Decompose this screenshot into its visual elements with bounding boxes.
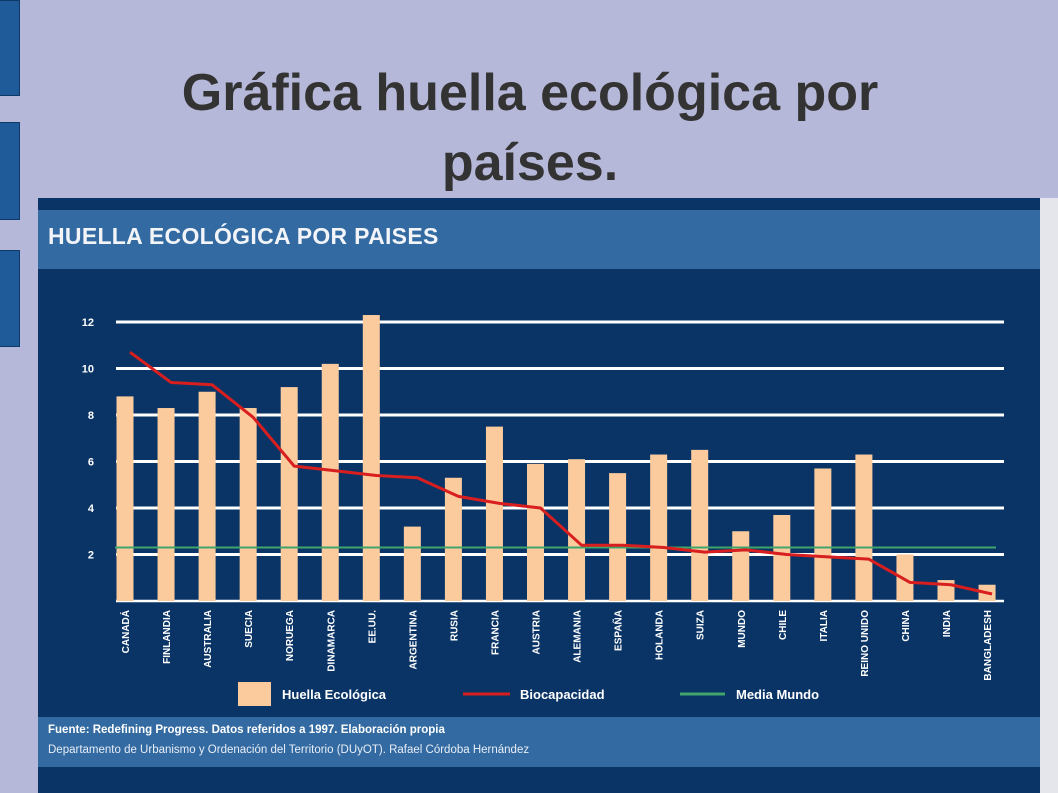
bar-noruega	[280, 387, 298, 601]
y-tick-label-8: 8	[88, 410, 94, 422]
bar-italia	[814, 468, 832, 601]
x-tick-label-17: ITALIA	[819, 610, 830, 641]
chart-plot: 2 4 6 8 10 12 CANADÁ FINLANDIA AUSTRALIA SUECIA NO…	[82, 315, 1004, 706]
bar-alemania	[568, 459, 586, 601]
bar-china	[896, 554, 914, 601]
x-tick-label-16: CHILE	[778, 610, 789, 640]
x-tick-label-4: NORUEGA	[285, 610, 296, 661]
x-tick-label-3: SUECIA	[244, 610, 255, 648]
bar-chile	[773, 514, 791, 601]
legend-label-biocapacidad: Biocapacidad	[520, 687, 605, 702]
bar-francia	[485, 426, 503, 601]
x-tick-label-11: ALEMANIA	[573, 610, 584, 663]
bar-rusia	[444, 477, 462, 601]
x-tick-label-20: INDIA	[942, 610, 953, 637]
chart-title: HUELLA ECOLÓGICA POR PAISES	[48, 223, 439, 249]
x-tick-label-9: FRANCIA	[490, 610, 501, 655]
y-tick-label-12: 12	[82, 317, 94, 329]
x-tick-label-18: REINO UNIDO	[860, 610, 871, 677]
y-tick-label-6: 6	[88, 457, 94, 469]
y-tick-label-2: 2	[88, 550, 94, 562]
bar-dinamarca	[321, 363, 339, 601]
slide-title: Gráfica huella ecológica por países.	[181, 64, 879, 192]
y-tick-label-4: 4	[88, 503, 95, 515]
bar-finlandia	[157, 408, 175, 601]
x-tick-label-13: HOLANDA	[655, 610, 666, 660]
x-tick-label-15: MUNDO	[737, 610, 748, 648]
legend-label-huella: Huella Ecológica	[282, 687, 387, 702]
x-tick-label-12: ESPAÑA	[612, 610, 625, 651]
chart-credit: Departamento de Urbanismo y Ordenación d…	[48, 744, 530, 756]
x-tick-label-14: SUIZA	[696, 610, 707, 640]
side-tab-middle	[0, 122, 20, 220]
x-tick-label-7: ARGENTINA	[408, 610, 419, 669]
bar-reino-unido	[855, 454, 873, 601]
legend-swatch-huella	[238, 682, 271, 706]
bar-suecia	[239, 408, 257, 601]
x-tick-label-10: AUSTRIA	[532, 610, 543, 654]
x-tick-label-21: BANGLADESH	[983, 610, 994, 681]
y-tick-label-10: 10	[82, 364, 94, 376]
x-tick-label-5: DINAMARCA	[326, 610, 337, 672]
bar-españa	[609, 473, 627, 601]
x-tick-label-1: FINLANDIA	[162, 610, 173, 664]
side-tab-top	[0, 0, 20, 96]
bar-suiza	[691, 449, 709, 601]
bar-austria	[527, 463, 544, 601]
bar-ee-uu-	[362, 315, 380, 601]
series-line-biocapacidad	[129, 351, 993, 596]
x-tick-label-6: EE.UU.	[367, 610, 378, 644]
legend-label-media-mundo: Media Mundo	[736, 687, 819, 702]
x-tick-label-19: CHINA	[901, 610, 912, 642]
x-tick-label-2: AUSTRALIA	[203, 610, 214, 668]
chart-panel: HUELLA ECOLÓGICA POR PAISES 2 4 6 8 10 12 CANA…	[38, 198, 1040, 793]
x-tick-label-0: CANADÁ	[119, 610, 132, 653]
bar-holanda	[650, 454, 668, 601]
x-tick-label-8: RUSIA	[449, 610, 460, 641]
bar-argentina	[403, 526, 421, 601]
panel-edge	[1040, 198, 1058, 793]
bar-mundo	[732, 531, 750, 601]
side-tab-bottom	[0, 250, 20, 347]
chart-footer: Fuente: Redefining Progress. Datos refer…	[38, 717, 1040, 767]
chart-source: Fuente: Redefining Progress. Datos refer…	[48, 724, 445, 736]
bar-canadá	[116, 396, 134, 601]
bar-australia	[198, 391, 216, 601]
chart-header: HUELLA ECOLÓGICA POR PAISES	[38, 210, 1040, 269]
